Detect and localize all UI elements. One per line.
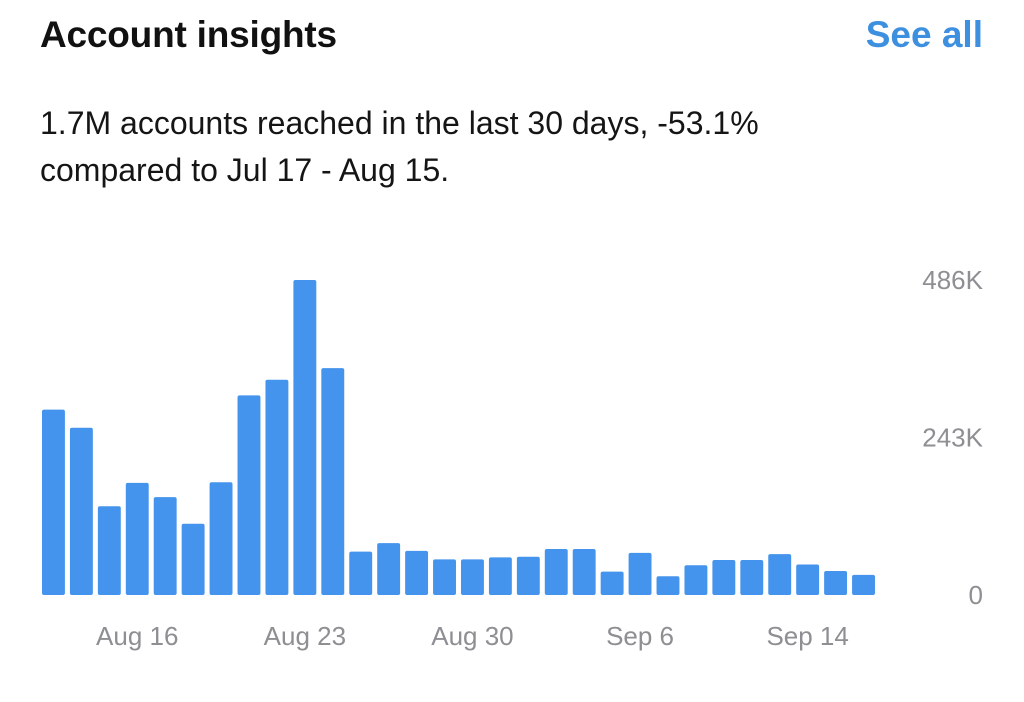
bar-19[interactable] (544, 548, 568, 595)
bar-8[interactable] (237, 395, 261, 595)
reach-summary: 1.7M accounts reached in the last 30 day… (40, 100, 940, 194)
x-tick-label: Aug 16 (96, 621, 178, 651)
bar-12[interactable] (349, 551, 373, 595)
bar-18[interactable] (516, 556, 540, 595)
x-tick-label: Aug 23 (264, 621, 346, 651)
page-title: Account insights (40, 14, 337, 55)
bar-1[interactable] (42, 409, 65, 595)
bar-6[interactable] (181, 523, 205, 595)
bar-14[interactable] (405, 550, 429, 595)
bar-4[interactable] (125, 482, 149, 595)
x-tick-label: Sep 14 (766, 621, 848, 651)
bar-29[interactable] (824, 571, 848, 595)
bar-27[interactable] (768, 554, 792, 595)
y-tick-label: 486K (922, 265, 983, 295)
bar-23[interactable] (656, 576, 680, 595)
y-axis-labels: 0 243K 486K (922, 265, 983, 610)
bar-25[interactable] (712, 560, 736, 595)
bar-3[interactable] (97, 506, 121, 595)
bar-30[interactable] (852, 574, 875, 595)
bar-26[interactable] (740, 560, 764, 595)
reach-summary-line-2: compared to Jul 17 - Aug 15. (40, 152, 450, 188)
bar-20[interactable] (572, 548, 596, 595)
see-all-link[interactable]: See all (865, 14, 983, 55)
bar-group (42, 280, 875, 595)
y-tick-label: 0 (969, 580, 983, 610)
bar-21[interactable] (600, 571, 624, 595)
x-tick-label: Aug 30 (431, 621, 513, 651)
bar-28[interactable] (796, 564, 820, 595)
reach-summary-line-1: 1.7M accounts reached in the last 30 day… (40, 105, 759, 141)
bar-9[interactable] (265, 379, 289, 595)
bar-16[interactable] (461, 559, 484, 595)
bar-2[interactable] (69, 427, 93, 595)
bar-5[interactable] (153, 497, 177, 595)
bar-10[interactable] (293, 280, 317, 595)
y-tick-label: 243K (922, 423, 983, 453)
bar-11[interactable] (321, 368, 345, 595)
x-tick-label: Sep 6 (606, 621, 674, 651)
x-axis-labels: Aug 16 Aug 23 Aug 30 Sep 6 Sep 14 (96, 621, 849, 651)
bar-15[interactable] (433, 559, 456, 595)
bar-7[interactable] (209, 482, 233, 595)
bar-22[interactable] (628, 552, 652, 595)
bar-24[interactable] (684, 565, 708, 595)
bar-17[interactable] (488, 557, 512, 595)
bar-13[interactable] (377, 543, 401, 595)
